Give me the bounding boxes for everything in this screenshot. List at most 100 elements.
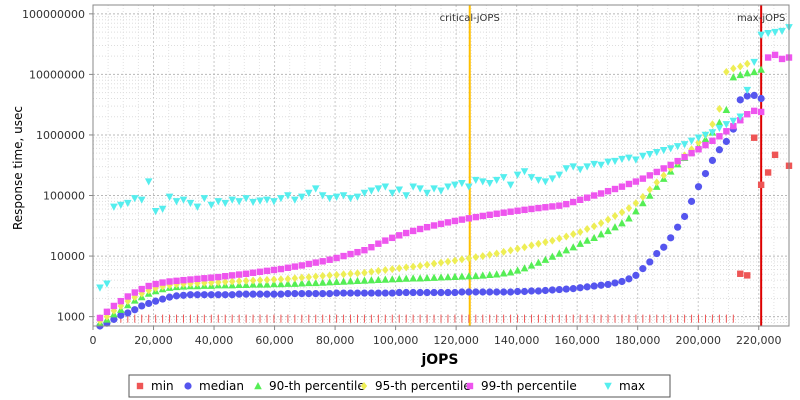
data-point [736,70,745,79]
data-point [138,285,145,293]
data-point [521,206,528,214]
data-point [423,288,431,297]
data-point [485,270,494,279]
data-point [486,250,493,259]
data-point [541,178,550,186]
data-point [186,199,195,208]
data-point [458,272,466,280]
data-point [520,287,529,296]
data-point [214,291,222,299]
data-point [723,128,730,135]
data-point [374,275,383,284]
data-point [368,267,375,276]
data-point [277,275,285,284]
data-point [215,278,222,287]
data-point [493,210,500,217]
data-point [722,105,731,114]
data-point [332,193,341,201]
data-point [166,281,173,290]
data-point [709,137,716,145]
data-point [138,289,145,298]
data-point [277,265,285,273]
data-point [103,308,111,316]
data-point [667,161,674,169]
data-point [291,274,299,283]
data-point [729,73,738,81]
data-point [444,257,452,266]
data-point [646,151,654,159]
data-point [312,259,319,266]
data-point [556,202,563,209]
data-point [381,275,390,283]
legend-item-1: median [184,379,244,393]
data-point [479,212,486,220]
data-point [472,253,479,262]
data-point [165,293,174,301]
data-point [159,295,167,303]
data-point [701,170,710,178]
data-point [625,275,633,283]
data-point [312,272,319,281]
data-point [360,276,369,284]
data-point [750,67,758,76]
data-point [249,276,257,285]
data-point [729,117,738,126]
data-point [298,279,306,287]
data-point [131,306,139,314]
data-point [228,196,236,204]
data-point [347,269,354,278]
data-point [180,276,187,284]
data-point [353,276,362,285]
y-tick-label: 100000000 [22,8,85,21]
data-point [492,176,501,185]
data-point [527,174,536,182]
data-point [242,195,250,203]
data-point [465,254,473,263]
data-point [187,276,194,283]
data-point [437,288,445,297]
data-point [632,178,640,185]
data-point [346,289,355,297]
data-point [597,190,605,197]
data-point [409,274,417,282]
data-point [673,143,682,151]
data-point [110,302,118,310]
data-point [409,227,417,235]
data-point [743,92,751,100]
data-point [771,51,779,59]
data-point [736,113,745,121]
data-point [319,258,326,265]
data-point [590,160,598,169]
data-point [395,274,404,283]
data-point [382,237,389,244]
data-point [388,289,396,297]
data-point [563,232,570,241]
x-tick-label: 40,000 [195,334,234,347]
data-point [430,288,438,297]
data-point [751,134,758,141]
data-point [618,155,626,164]
data-point [534,258,543,266]
data-point [158,205,167,213]
data-point [347,250,354,258]
data-point [458,216,466,223]
data-point [590,282,598,290]
data-point [534,287,543,295]
legend-label: 90-th percentile [269,379,365,393]
data-point [716,133,723,140]
data-point [528,241,535,250]
data-point [263,267,271,275]
data-point [451,288,459,297]
data-point [660,243,668,251]
legend: min median 90-th percentile 95-th percentil… [128,374,671,398]
data-point [340,270,347,279]
data-point [172,292,181,300]
x-tick-label: 160,000 [554,334,600,347]
data-point [117,311,125,319]
legend-marker [604,382,612,390]
data-point [144,178,153,186]
data-point [611,211,619,220]
data-point [583,163,591,171]
data-point [583,283,591,291]
